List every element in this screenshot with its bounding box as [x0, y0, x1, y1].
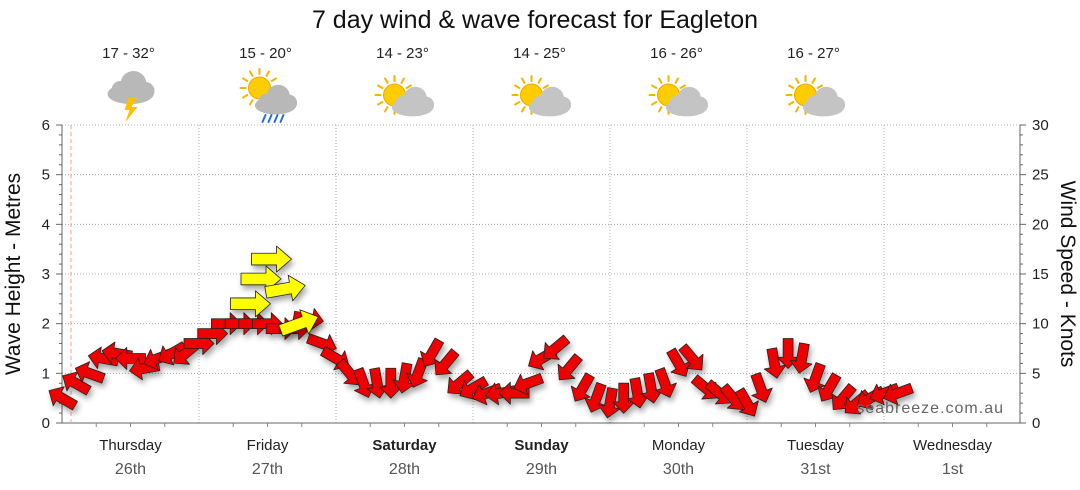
- day-date-label: 1st: [942, 461, 964, 478]
- wind-arrow: [392, 362, 416, 394]
- partly-cloudy-icon: [785, 75, 846, 117]
- right-axis-label: Wind Speed - Knots: [1056, 181, 1079, 368]
- right-y-axis: 0 5 10 15 20 25 30: [1020, 117, 1049, 432]
- rain-drop: [273, 114, 279, 123]
- wind-arrow: [666, 347, 691, 377]
- chart-title: 7 day wind & wave forecast for Eagleton: [312, 6, 758, 34]
- day-date-label: 31st: [800, 461, 831, 478]
- day-name-label: Friday: [247, 437, 289, 454]
- right-tick-label: 20: [1032, 216, 1049, 233]
- left-tick-label: 5: [42, 167, 50, 184]
- wind-arrow: [48, 386, 78, 411]
- wind-arrow: [379, 367, 403, 399]
- wind-arrow: [789, 342, 813, 374]
- x-axis-days: Thursday 26th Friday 27th Saturday 28th Sunday…: [95, 423, 992, 478]
- cloud-shape: [254, 84, 298, 115]
- rain-drop: [279, 114, 285, 123]
- day-date-label: 27th: [252, 461, 283, 478]
- swell-arrow: [230, 290, 271, 318]
- cloud-shape: [665, 86, 709, 117]
- wind-arrow: [883, 383, 914, 406]
- cloud-shape: [391, 86, 435, 117]
- wind-arrow: [74, 361, 106, 384]
- left-tick-label: 4: [42, 216, 50, 233]
- left-tick-label: 6: [42, 117, 50, 134]
- right-tick-label: 15: [1032, 266, 1049, 283]
- temperature-range: 14 - 23°: [376, 45, 429, 62]
- wind-arrow: [598, 387, 621, 419]
- wind-arrow: [406, 357, 429, 388]
- left-y-axis: 0 1 2 3 4 5 6: [42, 117, 62, 432]
- partly-cloudy-icon: [374, 75, 435, 117]
- day-date-label: 26th: [115, 461, 146, 478]
- sun-rain-cloud-icon: [239, 68, 298, 123]
- partly-cloudy-icon: [648, 75, 709, 117]
- day-name-label: Wednesday: [913, 437, 992, 454]
- left-tick-label: 3: [42, 266, 50, 283]
- rain-drop: [261, 114, 267, 123]
- wind-arrow: [557, 353, 583, 381]
- day-name-label: Thursday: [99, 437, 162, 454]
- wind-arrow: [763, 347, 787, 379]
- wind-arrow: [62, 371, 92, 396]
- wind-arrow: [803, 362, 826, 393]
- rain-drop: [267, 114, 273, 123]
- swell-arrow: [264, 274, 306, 302]
- temperature-range: 14 - 25°: [513, 45, 566, 62]
- day-name-label: Tuesday: [787, 437, 844, 454]
- weather-forecast-row: 17 - 32° 15 - 20° 14 - 23° 14 - 25° 16 - 26°…: [102, 45, 846, 123]
- right-tick-label: 10: [1032, 316, 1049, 333]
- wind-arrow: [584, 381, 607, 413]
- wind-arrow: [734, 387, 759, 417]
- left-axis-label: Wave Height - Metres: [2, 173, 25, 375]
- cloud-shape: [107, 71, 155, 104]
- right-tick-label: 5: [1032, 365, 1040, 382]
- swell-arrow: [278, 309, 319, 337]
- day-name-label: Monday: [652, 437, 706, 454]
- wind-arrow: [612, 382, 636, 414]
- right-tick-label: 25: [1032, 167, 1049, 184]
- storm-cloud-icon: [107, 71, 155, 122]
- left-tick-label: 2: [42, 316, 50, 333]
- swell-arrow: [251, 245, 292, 273]
- wind-arrow: [543, 334, 571, 360]
- temperature-range: 15 - 20°: [239, 45, 292, 62]
- wind-arrow: [570, 372, 595, 402]
- right-tick-label: 30: [1032, 117, 1049, 134]
- temperature-range: 16 - 27°: [787, 45, 840, 62]
- cloud-shape: [528, 86, 572, 117]
- wind-arrow: [434, 348, 460, 376]
- wind-arrow: [447, 369, 475, 395]
- wind-arrow: [115, 347, 146, 370]
- wind-arrow: [831, 383, 857, 411]
- swell-arrow-series: [230, 245, 319, 337]
- wind-arrow: [678, 343, 704, 371]
- day-date-label: 28th: [389, 461, 420, 478]
- wind-arrow: [654, 367, 677, 398]
- wind-arrow: [158, 341, 188, 366]
- wind-arrow-series: [48, 308, 914, 419]
- wind-arrow: [750, 372, 773, 403]
- left-tick-label: 1: [42, 365, 50, 382]
- partly-cloudy-icon: [511, 75, 572, 117]
- wind-arrow: [513, 373, 544, 396]
- left-tick-label: 0: [42, 415, 50, 432]
- lightning-bolt: [124, 98, 138, 122]
- wind-arrow: [459, 376, 489, 401]
- day-name-label: Sunday: [514, 437, 569, 454]
- day-date-label: 30th: [663, 461, 694, 478]
- watermark: seabreeze.com.au: [856, 400, 1004, 417]
- right-tick-label: 0: [1032, 415, 1040, 432]
- day-name-label: Saturday: [372, 437, 437, 454]
- cloud-shape: [802, 86, 846, 117]
- day-date-label: 29th: [526, 461, 557, 478]
- temperature-range: 17 - 32°: [102, 45, 155, 62]
- temperature-range: 16 - 26°: [650, 45, 703, 62]
